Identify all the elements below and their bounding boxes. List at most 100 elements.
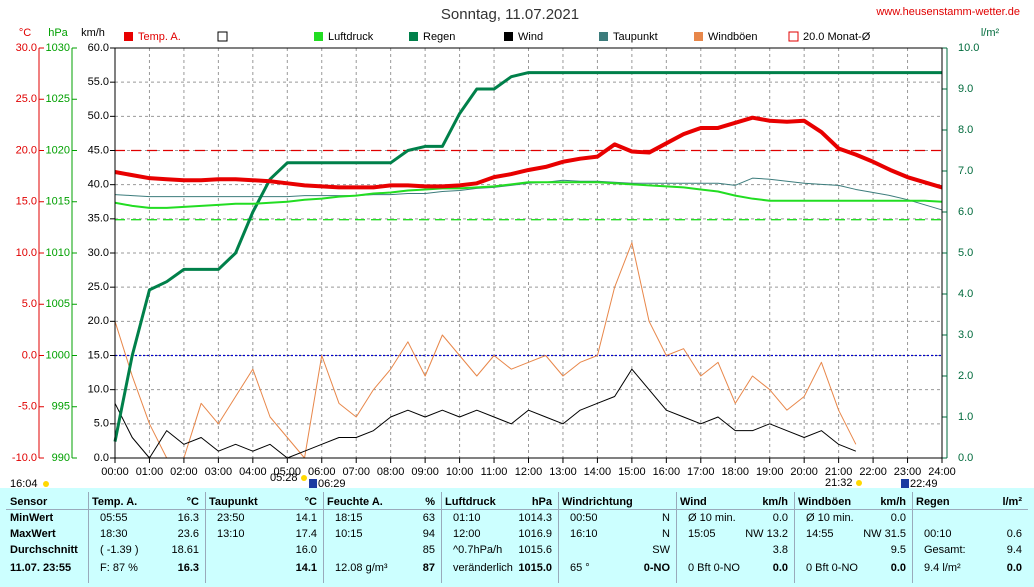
table-cell: Gesamt: [924, 544, 966, 556]
legend-label: Windböen [708, 31, 758, 43]
table-cell: 12:00 [453, 528, 481, 540]
axis-tick-label: 25.0 [16, 93, 37, 105]
table-cell: 17.4 [295, 528, 317, 540]
table-cell: 1014.3 [518, 512, 552, 524]
axis-tick-label: 35.0 [88, 213, 109, 225]
column-unit: % [425, 496, 435, 508]
table-cell: 63 [422, 512, 435, 524]
moon-icon [309, 479, 317, 488]
event-time: 22:49 [910, 478, 938, 488]
column-divider [323, 492, 324, 583]
table-cell: N [662, 528, 670, 540]
chart: Sonntag, 11.07.2021 www.heusenstamm-wett… [10, 6, 1020, 488]
table-cell: ^0.7hPa/h [453, 544, 503, 556]
axis-tick-label: 1005 [46, 298, 70, 310]
x-tick-label: 16:00 [653, 466, 681, 478]
axis-tick-label: 45.0 [88, 144, 109, 156]
x-tick-label: 22:00 [859, 466, 887, 478]
table-cell: 9.4 [1006, 544, 1022, 556]
column-divider [88, 492, 89, 583]
axis-tick-label: 3.0 [958, 329, 973, 341]
table-cell: 87 [422, 562, 435, 574]
table-cell: 14.1 [295, 562, 317, 574]
table-cell: 16.3 [177, 562, 199, 574]
column-divider [794, 492, 795, 583]
plot-frame [114, 47, 943, 459]
table-cell: 18.61 [171, 544, 199, 556]
x-tick-label: 08:00 [377, 466, 405, 478]
legend-empty-box [217, 31, 228, 42]
table-cell: MinWert [10, 512, 54, 524]
table-cell: F: 87 % [100, 562, 138, 574]
column-title: Taupunkt [209, 496, 258, 508]
axis-tick-label: 1020 [46, 144, 70, 156]
legend-label: 20.0 Monat-Ø [803, 31, 871, 43]
axis-tick-label: -5.0 [18, 401, 37, 413]
table-cell: 0 Bft 0-NO [688, 562, 740, 574]
table-cell: Ø 10 min. [806, 512, 854, 524]
event-time: 16:04 [10, 478, 38, 488]
x-tick-label: 23:00 [894, 466, 922, 478]
axis-tick-label: 1030 [46, 42, 70, 54]
axis-tick-label: 4.0 [958, 288, 973, 300]
table-cell: Ø 10 min. [688, 512, 736, 524]
table-cell: MaxWert [10, 528, 56, 540]
legend-swatch [504, 32, 513, 41]
column-unit: km/h [762, 496, 788, 508]
column-title: Luftdruck [445, 496, 496, 508]
column-title: Windböen [798, 496, 852, 508]
legend-label: Wind [518, 31, 543, 43]
axis-tick-label: 25.0 [88, 281, 109, 293]
column-unit: l/m² [1002, 496, 1022, 508]
sun-icon [301, 475, 307, 481]
table-cell: 15:05 [688, 528, 716, 540]
table-cell: 3.8 [772, 544, 788, 556]
moon-icon [901, 479, 909, 488]
table-cell: NW 31.5 [863, 528, 906, 540]
unit-rain: l/m² [981, 27, 1000, 39]
axis-tick-label: 2.0 [958, 370, 973, 382]
table-cell: 00:10 [924, 528, 952, 540]
column-unit: °C [186, 496, 199, 508]
x-tick-label: 03:00 [205, 466, 233, 478]
table-cell: 0 Bft 0-NO [806, 562, 858, 574]
x-tick-label: 00:00 [101, 466, 129, 478]
table-cell: N [662, 512, 670, 524]
legend-swatch [694, 32, 703, 41]
table-cell: Durchschnitt [10, 544, 78, 556]
table-cell: 94 [422, 528, 435, 540]
table-cell: 1016.9 [518, 528, 552, 540]
axis-tick-label: 5.0 [958, 247, 973, 259]
table-cell: NW 13.2 [745, 528, 788, 540]
table-cell: 11.07. 23:55 [10, 562, 72, 574]
axis-tick-label: 8.0 [958, 124, 973, 136]
event-time: 06:29 [318, 478, 346, 488]
table-cell: 65 ° [570, 562, 590, 574]
x-tick-label: 02:00 [170, 466, 198, 478]
axis-tick-label: 5.0 [94, 418, 109, 430]
sun-icon [856, 480, 862, 486]
axis-tick-label: 1025 [46, 93, 70, 105]
column-divider [676, 492, 677, 583]
x-tick-label: 18:00 [721, 466, 749, 478]
x-tick-label: 09:00 [411, 466, 439, 478]
chart-title: Sonntag, 11.07.2021 [441, 6, 579, 23]
legend-swatch [599, 32, 608, 41]
column-title: Wind [680, 496, 707, 508]
axis-tick-label: 10.0 [958, 42, 979, 54]
column-title: Feuchte A. [327, 496, 383, 508]
sun-icon [43, 481, 49, 487]
x-tick-label: 20:00 [790, 466, 818, 478]
column-title: Sensor [10, 496, 48, 508]
axis-tick-label: 990 [52, 452, 70, 464]
table-cell: 1015.6 [518, 544, 552, 556]
column-unit: °C [304, 496, 317, 508]
axis-tick-label: 1.0 [958, 411, 973, 423]
series-line [114, 242, 857, 459]
unit-kmh: km/h [81, 27, 105, 39]
x-tick-label: 11:00 [481, 466, 508, 478]
axis-tick-label: 10.0 [88, 384, 109, 396]
table-cell: 18:15 [335, 512, 363, 524]
table-cell: 10:15 [335, 528, 363, 540]
